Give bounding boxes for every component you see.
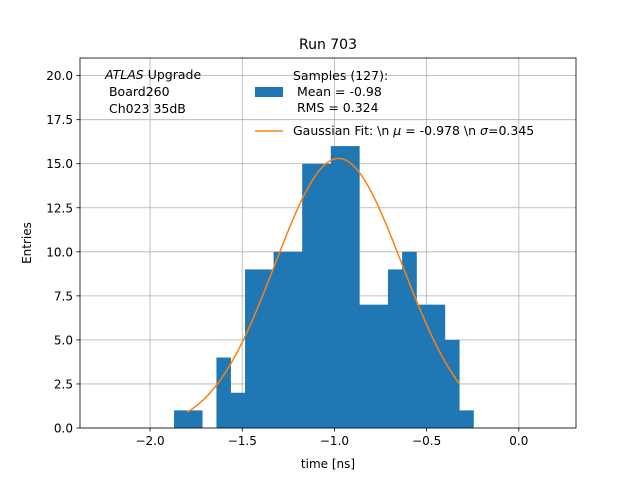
x-tick-label: −1.0 [320, 434, 349, 448]
chart-title: Run 703 [299, 37, 357, 53]
legend-fit-prefix: Gaussian Fit: \n [293, 123, 393, 138]
upgrade-label: Upgrade [144, 67, 202, 82]
y-tick-label: 5.0 [54, 333, 73, 347]
legend: Samples (127): Mean = -0.98 RMS = 0.324 … [255, 68, 534, 138]
histogram-bar [402, 251, 417, 428]
y-axis-ticks: 0.0 2.5 5.0 7.5 10.0 12.5 15.0 17.5 20.0 [46, 69, 80, 436]
histogram-bar [245, 269, 260, 428]
legend-fit-mu: μ [392, 123, 401, 138]
histogram-bar [416, 304, 432, 428]
gaussian-fit-curve [186, 157, 461, 413]
y-tick-label: 17.5 [46, 113, 73, 127]
histogram-bar [359, 304, 374, 428]
annotation-line-3: Ch023 35dB [105, 101, 186, 116]
histogram-bar [230, 392, 246, 428]
atlas-label: ATLAS [104, 67, 144, 82]
y-tick-label: 15.0 [46, 157, 73, 171]
plot-frame [79, 57, 577, 429]
legend-samples-line-2: Mean = -0.98 [293, 84, 382, 99]
x-tick-label: −0.5 [412, 434, 441, 448]
histogram-bar [444, 339, 460, 428]
histogram-bar [330, 146, 346, 428]
histogram-bar [273, 251, 289, 428]
histogram-bar [302, 163, 317, 428]
histogram-bar [259, 269, 274, 428]
y-tick-label: 2.5 [54, 377, 73, 391]
y-tick-label: 10.0 [46, 245, 73, 259]
histogram-bar [174, 410, 189, 428]
histogram-bar [344, 146, 360, 428]
legend-fit-mu-value: = -0.978 \n [401, 123, 480, 138]
histogram-bar [373, 304, 389, 428]
histogram-bar [187, 410, 203, 428]
histogram-bar [287, 251, 303, 428]
histogram-bar [459, 410, 474, 428]
histogram-bar [216, 357, 231, 428]
legend-samples-line-3: RMS = 0.324 [293, 100, 379, 115]
histogram-bar [316, 163, 332, 428]
histogram-bar [430, 304, 446, 428]
legend-samples-line-1: Samples (127): [293, 68, 388, 83]
x-tick-label: 0.0 [509, 434, 528, 448]
annotation-line-2: Board260 [105, 84, 170, 99]
histogram-bar [387, 269, 403, 428]
x-tick-label: −1.5 [228, 434, 257, 448]
y-tick-label: 7.5 [54, 289, 73, 303]
legend-fit-label: Gaussian Fit: \n μ = -0.978 \n σ=0.345 [293, 123, 534, 138]
x-axis-ticks: −2.0 −1.5 −1.0 −0.5 0.0 [135, 428, 528, 448]
annotation-line-1: ATLAS Upgrade [104, 67, 201, 82]
x-tick-label: −2.0 [135, 434, 164, 448]
atlas-annotation: ATLAS Upgrade Board260 Ch023 35dB [104, 67, 201, 116]
histogram-bars [174, 146, 474, 428]
y-axis-label: Entries [20, 222, 34, 264]
y-tick-label: 12.5 [46, 201, 73, 215]
y-tick-label: 20.0 [46, 69, 73, 83]
x-axis-label: time [ns] [301, 457, 355, 471]
legend-fit-sigma: σ [480, 123, 489, 138]
gaussian-fit [186, 157, 461, 413]
legend-samples-swatch [255, 87, 283, 97]
legend-fit-sigma-value: =0.345 [488, 123, 534, 138]
y-tick-label: 0.0 [54, 422, 73, 436]
